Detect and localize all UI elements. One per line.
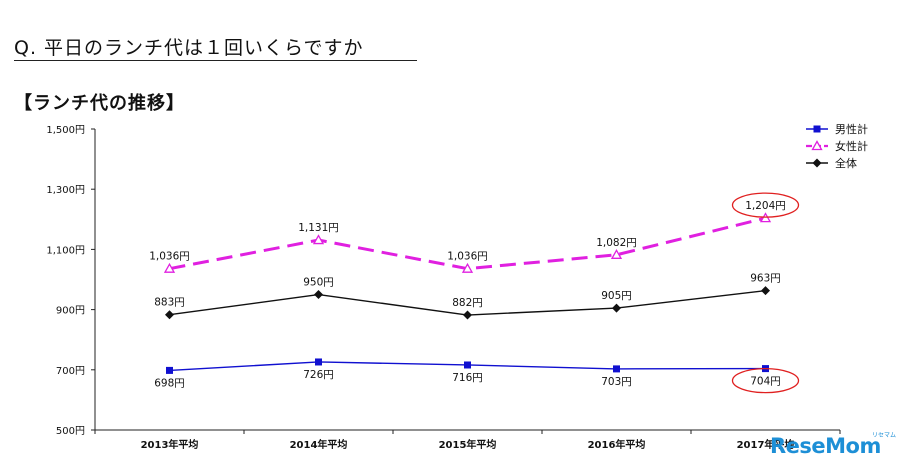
- resemom-logo-kana: リセマム: [872, 432, 897, 439]
- data-label: 1,036円: [149, 251, 190, 263]
- data-point-total: [165, 310, 174, 320]
- data-label: 1,204円: [745, 200, 786, 212]
- legend-label: 女性計: [835, 139, 868, 153]
- data-label: 950円: [303, 277, 334, 289]
- data-point-male: [315, 358, 322, 366]
- x-tick-label: 2013年平均: [141, 438, 199, 451]
- data-label: 703円: [601, 376, 632, 388]
- highlight-circle: [731, 192, 800, 218]
- data-point-total: [812, 158, 822, 168]
- highlight-circle: [731, 367, 800, 394]
- data-point-total: [612, 303, 621, 313]
- question-title: Q. 平日のランチ代は１回いくらですか: [14, 37, 364, 59]
- y-tick-label: 1,500円: [46, 125, 85, 136]
- x-tick-label: 2014年平均: [290, 438, 348, 451]
- y-tick-label: 500円: [56, 426, 85, 437]
- data-point-male: [813, 125, 821, 133]
- resemom-logo: ReseMom: [770, 434, 881, 458]
- data-point-total: [761, 286, 770, 296]
- data-point-total: [314, 290, 323, 300]
- data-point-female: [312, 234, 325, 245]
- data-point-female: [461, 262, 474, 273]
- data-label: 882円: [452, 297, 483, 309]
- x-tick-label: 2016年平均: [588, 438, 646, 451]
- data-label: 905円: [601, 290, 632, 302]
- question-underline: [14, 60, 417, 61]
- y-tick-label: 700円: [56, 366, 85, 377]
- data-label: 1,036円: [447, 251, 488, 263]
- data-point-total: [463, 310, 472, 320]
- data-point-male: [613, 365, 620, 373]
- x-tick-label: 2017年平均: [737, 438, 795, 451]
- y-tick-label: 1,100円: [46, 245, 85, 256]
- data-label: 704円: [750, 376, 781, 388]
- y-tick-label: 900円: [56, 306, 85, 317]
- data-label: 698円: [154, 377, 185, 389]
- data-point-female: [163, 262, 176, 273]
- data-label: 883円: [154, 297, 185, 309]
- data-point-male: [166, 366, 173, 374]
- data-label: 1,131円: [298, 222, 339, 234]
- data-label: 726円: [303, 369, 334, 381]
- data-point-male: [464, 361, 471, 369]
- data-point-female: [811, 140, 823, 151]
- data-label: 1,082円: [596, 237, 637, 249]
- legend-label: 全体: [835, 156, 857, 170]
- chart-subtitle: 【ランチ代の推移】: [14, 93, 185, 114]
- legend-label: 男性計: [835, 122, 868, 136]
- data-point-female: [610, 248, 623, 259]
- data-label: 963円: [750, 273, 781, 285]
- x-tick-label: 2015年平均: [439, 438, 497, 451]
- data-label: 716円: [452, 372, 483, 384]
- y-tick-label: 1,300円: [46, 185, 85, 196]
